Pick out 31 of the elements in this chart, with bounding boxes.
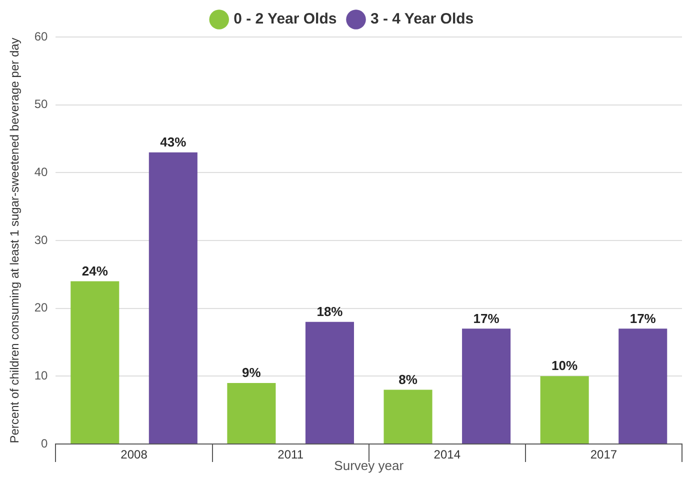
bar bbox=[305, 322, 354, 444]
data-label: 17% bbox=[473, 310, 500, 326]
x-axis-title: Survey year bbox=[334, 458, 404, 473]
data-label: 24% bbox=[82, 263, 108, 278]
data-label: 9% bbox=[242, 365, 262, 380]
bar bbox=[462, 328, 511, 444]
data-label: 17% bbox=[630, 310, 656, 326]
legend-label: 3 - 4 Year Olds bbox=[370, 10, 474, 28]
y-tick-label: 60 bbox=[34, 29, 48, 44]
x-tick-label: 2008 bbox=[120, 448, 148, 462]
y-tick-label: 0 bbox=[41, 436, 48, 450]
x-tick-label: 2017 bbox=[590, 448, 618, 462]
bar bbox=[384, 390, 432, 444]
y-tick-label: 30 bbox=[34, 232, 48, 247]
y-axis-title: Percent of children consuming at least 1 sugar-sweetened beverage per day bbox=[8, 38, 22, 444]
y-tick-label: 40 bbox=[34, 164, 48, 179]
x-tick-label: 2011 bbox=[278, 448, 304, 462]
bar bbox=[148, 152, 198, 444]
bar bbox=[618, 328, 668, 444]
y-tick-label: 10 bbox=[34, 368, 48, 382]
data-label: 8% bbox=[398, 372, 418, 387]
bar bbox=[540, 376, 589, 444]
legend-label: 0 - 2 Year Olds bbox=[234, 10, 337, 28]
data-label: 10% bbox=[552, 358, 578, 374]
data-label: 18% bbox=[316, 304, 344, 319]
x-tick-label: 2014 bbox=[434, 448, 461, 462]
bar bbox=[70, 281, 120, 444]
bar bbox=[227, 382, 276, 444]
data-label: 43% bbox=[160, 134, 187, 150]
y-tick-label: 50 bbox=[34, 97, 48, 112]
y-tick-label: 20 bbox=[34, 300, 48, 315]
